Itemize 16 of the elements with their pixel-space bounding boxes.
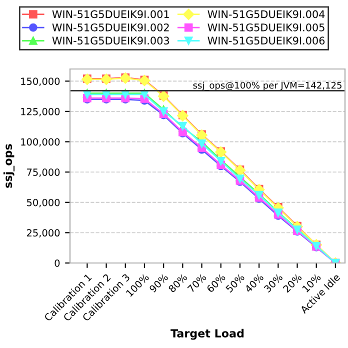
y-tick-label: 50,000	[27, 198, 60, 208]
y-tick-label: 25,000	[26, 229, 60, 238]
legend-label: WIN-51G5DUEIK9I.003	[52, 36, 169, 45]
legend-label: WIN-51G5DUEIK9I.006	[208, 36, 325, 45]
y-tick-label: 0	[54, 259, 60, 267]
y-tick-label: 100,000	[21, 138, 60, 147]
ref-line-label: ssj_ops@100% per JVM=142,125	[193, 82, 342, 91]
x-axis-title: Target Load	[170, 328, 244, 340]
legend-label: WIN-51G5DUEIK9I.001	[52, 10, 169, 18]
legend-label: WIN-51G5DUEIK9I.005	[208, 23, 324, 32]
y-tick-label: 75,000	[27, 168, 60, 177]
legend-label: WIN-51G5DUEIK9I.002	[52, 23, 169, 32]
legend-label: WIN-51G5DUEIK9I.004	[208, 10, 325, 18]
y-tick-label: 125,000	[21, 108, 60, 116]
y-tick-label: 150,000	[21, 78, 60, 86]
y-axis-title: ssj_ops	[3, 144, 15, 188]
